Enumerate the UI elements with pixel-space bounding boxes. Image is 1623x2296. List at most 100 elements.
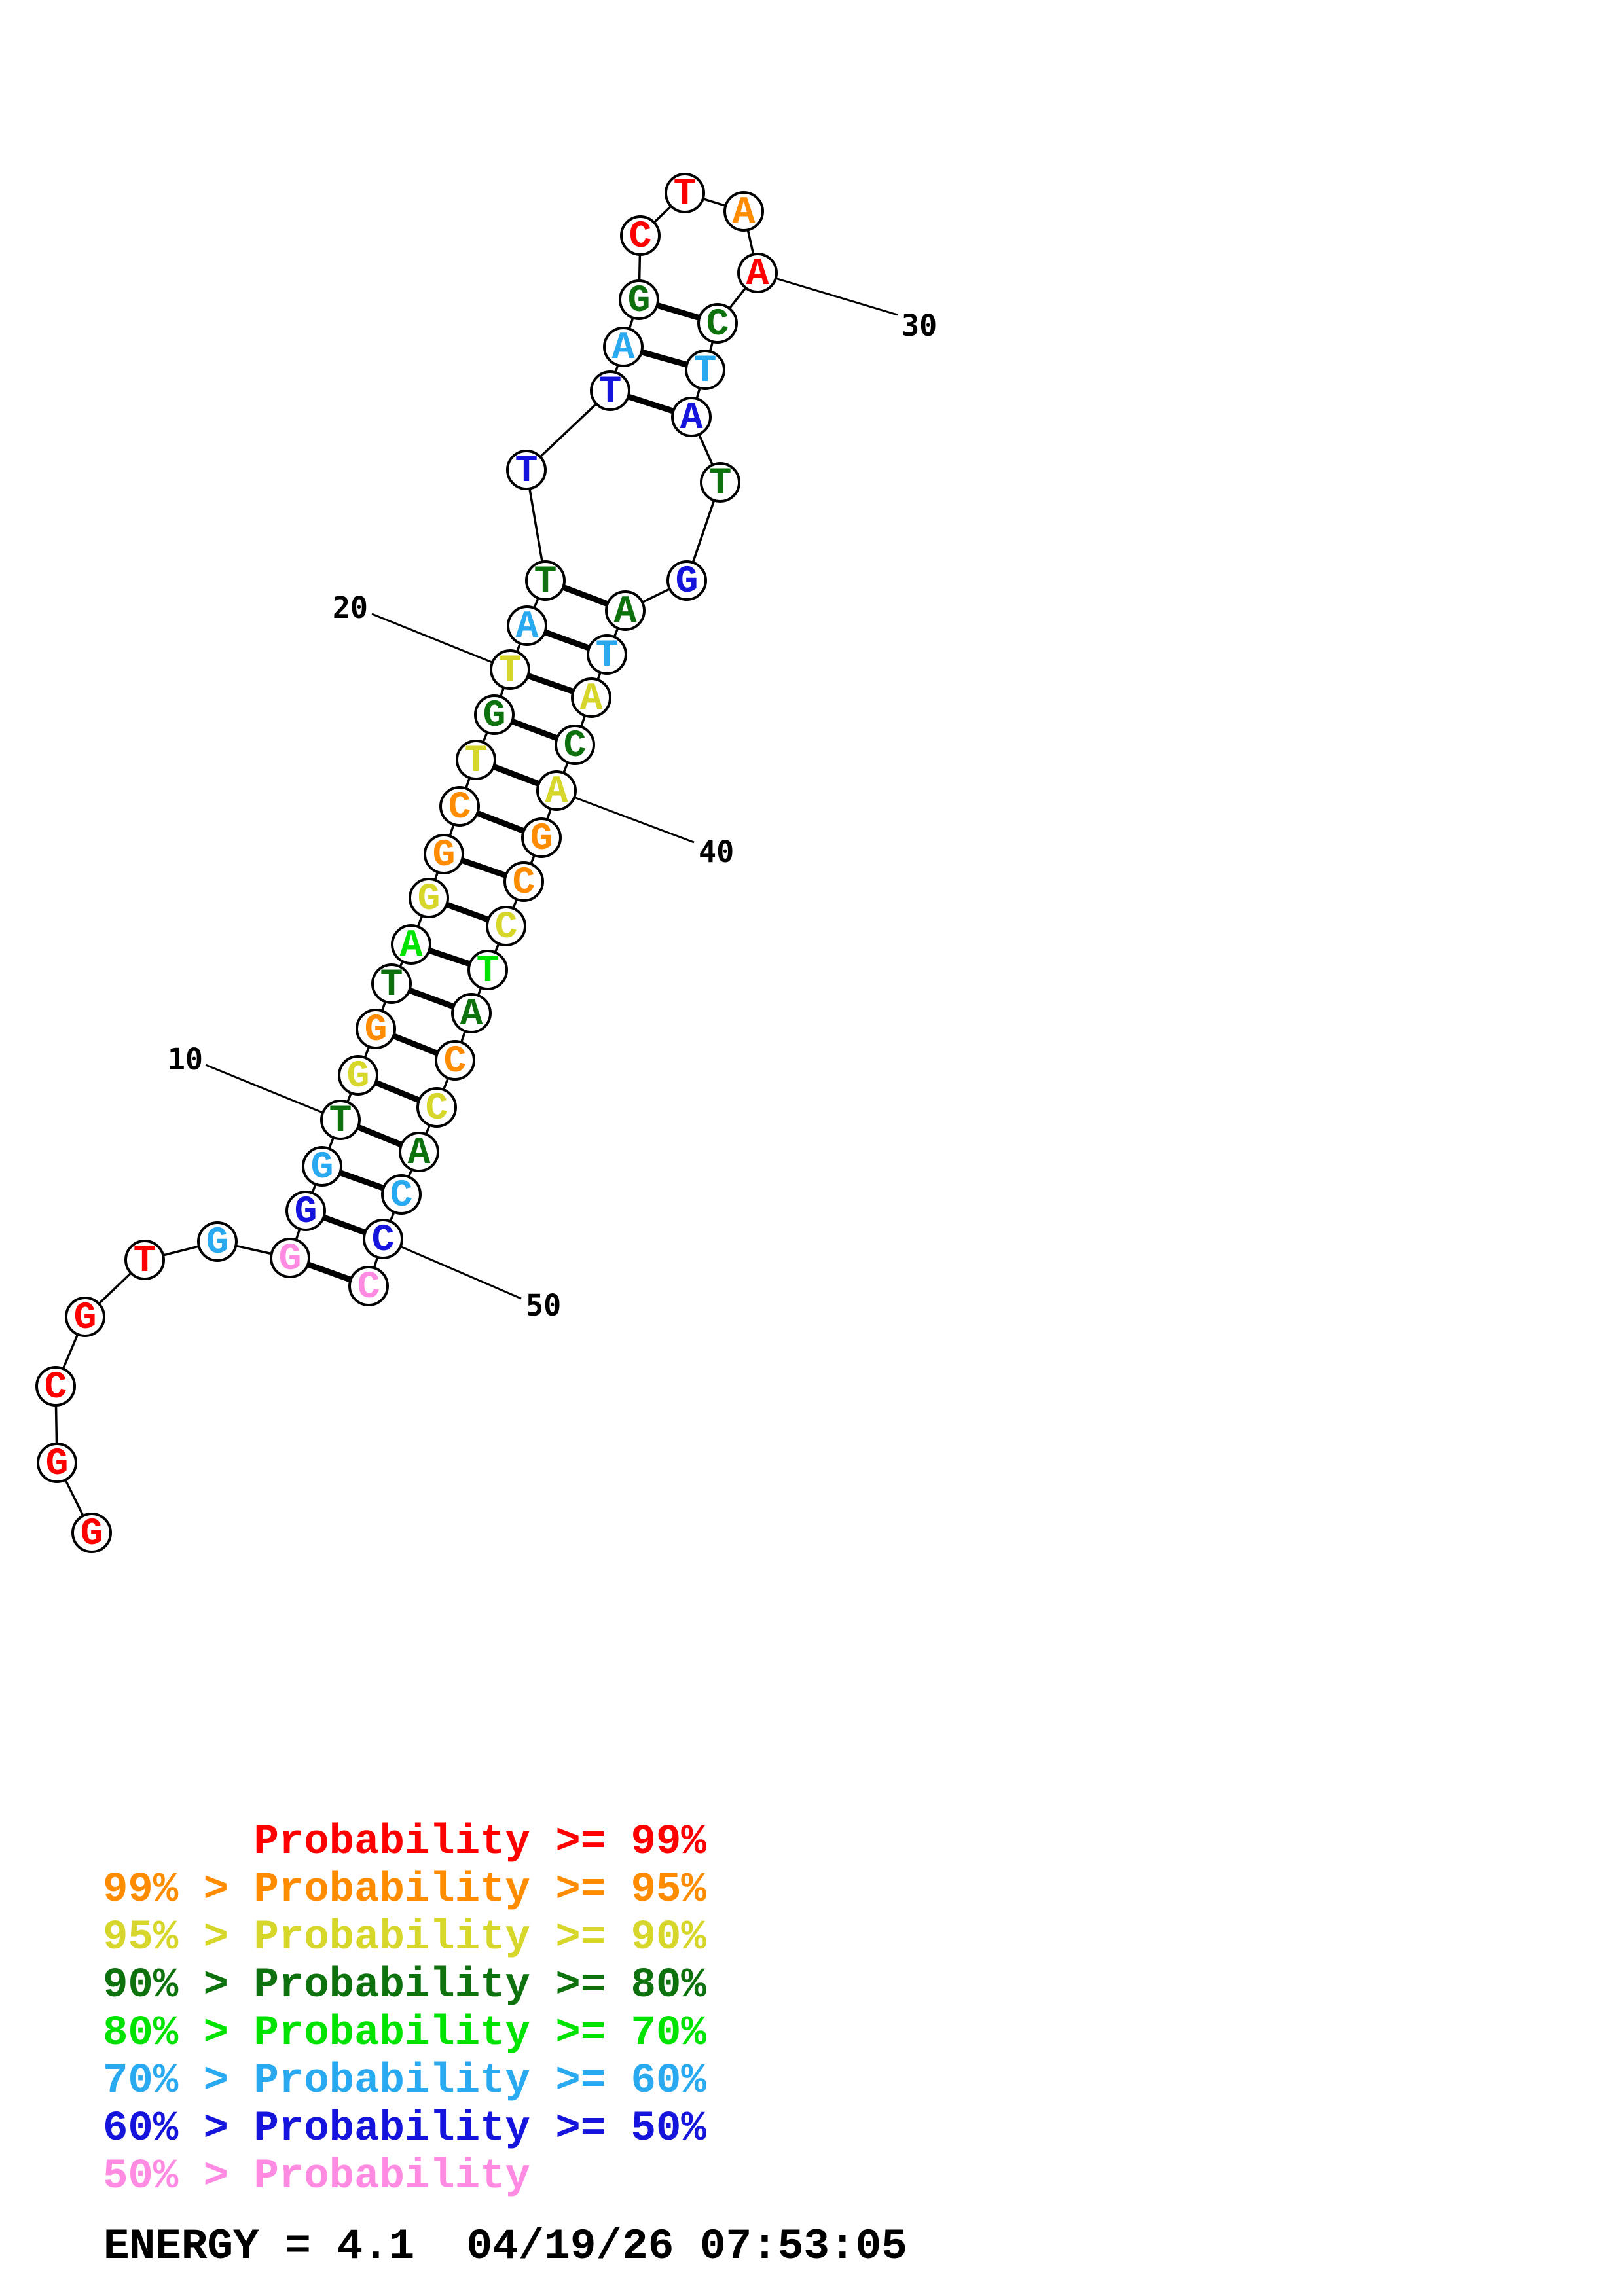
label-pointer-line-20	[371, 613, 511, 671]
nucleotide-43-C: C	[486, 906, 526, 949]
nucleotide-base-letter: G	[628, 280, 651, 323]
nucleotide-circle	[37, 1443, 77, 1483]
nucleotide-circle	[451, 993, 492, 1033]
nucleotide-46-C: C	[435, 1040, 475, 1083]
nucleotide-base-letter: G	[81, 1513, 103, 1556]
nucleotide-circle	[697, 303, 738, 344]
nucleotide-base-letter: G	[206, 1222, 229, 1265]
position-labels: 10 20 30 40 50	[168, 308, 937, 1323]
position-label-40: 40	[699, 834, 734, 869]
legend-row-3: 95% > Probability >= 90%	[103, 1914, 706, 1962]
nucleotide-17-C: C	[439, 786, 480, 829]
nucleotide-base-letter: C	[629, 216, 652, 259]
nucleotide-circle	[338, 1055, 378, 1096]
nucleotide-base-letter: A	[516, 606, 539, 649]
position-label-10: 10	[168, 1042, 203, 1077]
nucleotide-base-letter: A	[460, 994, 483, 1036]
nucleotide-base-letter: G	[295, 1191, 318, 1234]
nucleotide-circle	[620, 215, 661, 256]
nucleotide-28-T: T	[665, 173, 705, 216]
nucleotide-base-letter: T	[515, 450, 538, 493]
nucleotide-15-G: G	[409, 878, 449, 921]
nucleotide-20-T: T	[490, 649, 530, 692]
nucleotide-circle	[605, 590, 646, 631]
nucleotide-circle	[467, 950, 508, 990]
nucleotide-base-letter: G	[676, 561, 699, 603]
nucleotide-base-letter: C	[426, 1088, 448, 1130]
nucleotide-40-A: A	[536, 770, 577, 814]
nucleotide-base-letter: C	[444, 1041, 467, 1083]
legend-row-8: 50% > Probability	[103, 2153, 530, 2200]
position-label-lines	[205, 272, 898, 1300]
legend-row-7: 60% > Probability >= 50%	[103, 2106, 706, 2153]
nucleotide-base-letter: A	[746, 253, 769, 296]
nucleotide-49-C: C	[381, 1174, 422, 1217]
nucleotide-base-letter: C	[564, 725, 587, 768]
backbone-lines	[54, 192, 759, 1534]
nucleotide-29-A: A	[723, 191, 764, 234]
nucleotide-circle	[700, 462, 740, 503]
nucleotide-circle	[666, 560, 707, 601]
nucleotide-circle	[587, 634, 627, 675]
nucleotide-12-G: G	[356, 1009, 396, 1052]
position-label-30: 30	[902, 308, 937, 343]
label-pointer-line-10	[205, 1064, 341, 1121]
nucleotide-circle	[507, 605, 547, 646]
nucleotide-9-G: G	[302, 1146, 342, 1189]
nucleotide-circle	[356, 1009, 396, 1049]
nucleotide-base-letter: A	[733, 192, 756, 234]
nucleotide-6-G: G	[197, 1221, 238, 1265]
nucleotide-18-T: T	[456, 740, 496, 783]
label-pointer-line-30	[757, 272, 898, 316]
legend-row-5: 80% > Probability >= 70%	[103, 2010, 706, 2057]
nucleotide-base-letter: G	[365, 1009, 388, 1052]
nucleotide-base-letter: G	[418, 878, 441, 921]
nucleotide-circle	[490, 649, 530, 690]
nucleotide-circle	[416, 1087, 457, 1128]
nucleotide-13-T: T	[371, 963, 412, 1007]
nucleotide-circle	[486, 906, 526, 946]
nucleotide-base-letter: G	[46, 1443, 69, 1486]
nucleotide-circle	[363, 1219, 403, 1259]
nucleotide-base-letter: C	[372, 1219, 395, 1262]
nucleotide-base-letter: A	[614, 591, 637, 634]
nucleotide-circle	[381, 1174, 422, 1215]
nucleotide-circle	[391, 924, 431, 965]
nucleotide-base-letter: C	[495, 906, 518, 949]
nucleotide-base-letter: A	[680, 397, 703, 440]
nucleotide-circle	[737, 253, 778, 293]
nucleotide-circle	[285, 1191, 326, 1231]
nucleotide-circle	[409, 878, 449, 918]
nucleotide-circle	[399, 1132, 439, 1172]
nucleotide-base-letter: A	[400, 925, 423, 967]
energy-timestamp-line: ENERGY = 4.1 04/19/26 07:53:05	[103, 2222, 907, 2271]
nucleotide-31-C: C	[697, 303, 738, 346]
nucleotide-10-T: T	[320, 1100, 361, 1143]
nucleotide-1-G: G	[71, 1513, 112, 1556]
nucleotide-circle	[671, 397, 712, 437]
nucleotide-circle	[571, 677, 611, 718]
nucleotide-circle	[603, 327, 644, 367]
nucleotide-base-letter: A	[408, 1132, 431, 1175]
nucleotide-33-A: A	[671, 397, 712, 440]
nucleotide-50-C: C	[363, 1219, 403, 1262]
nucleotide-45-A: A	[451, 993, 492, 1036]
nucleotide-base-letter: C	[448, 787, 471, 829]
label-pointer-line-50	[382, 1238, 522, 1300]
legend-row-1: Probability >= 99%	[253, 1819, 706, 1866]
nucleotide-circle	[65, 1297, 105, 1337]
nucleotide-base-letter: G	[74, 1297, 97, 1340]
nucleotide-base-letter: T	[380, 964, 403, 1007]
nucleotide-circle	[525, 560, 566, 601]
nucleotide-3-C: C	[35, 1366, 76, 1409]
nucleotide-36-A: A	[605, 590, 646, 634]
nucleotide-48-A: A	[399, 1132, 439, 1175]
nucleotide-base-letter: C	[706, 304, 729, 346]
nucleotide-base-letter: T	[709, 463, 732, 505]
position-label-20: 20	[333, 590, 368, 625]
nucleotide-22-T: T	[525, 560, 566, 603]
nucleotide-base-letter: G	[433, 834, 456, 877]
nucleotide-19-G: G	[474, 694, 515, 738]
nucleotide-base-letter: T	[499, 650, 522, 692]
